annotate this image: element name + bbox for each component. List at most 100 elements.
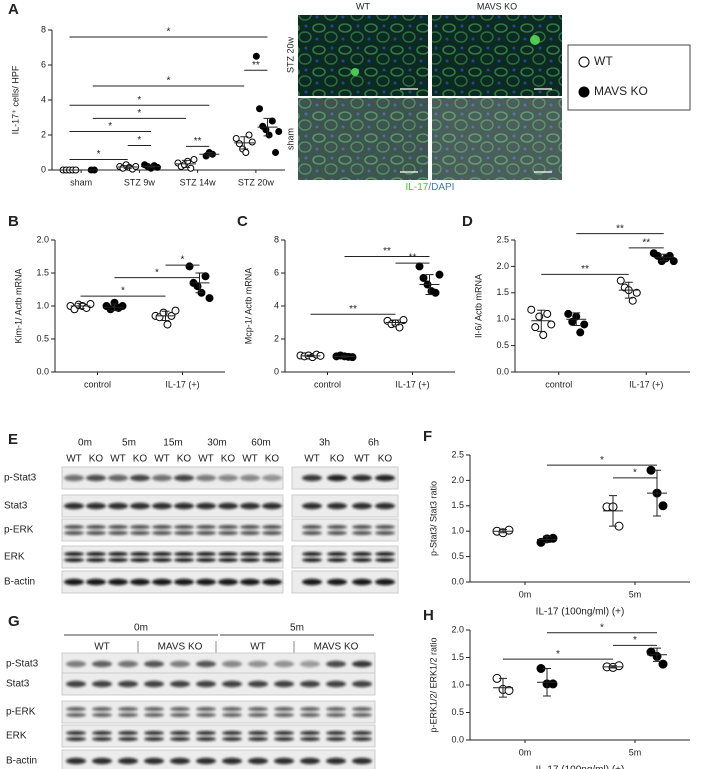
blot-band (240, 558, 260, 562)
blot-background (61, 518, 284, 542)
error-bar (240, 136, 249, 150)
blot-band (64, 552, 84, 556)
significance-label: ** (383, 246, 391, 257)
error-bar (624, 281, 633, 299)
blot-band (130, 531, 150, 535)
blot-band (170, 680, 190, 688)
blot-band (274, 731, 294, 735)
significance-label: * (97, 149, 101, 160)
blot-band (302, 552, 322, 556)
blot-band (152, 578, 172, 586)
y-tick-label: 8 (41, 24, 46, 34)
error-bar (609, 495, 617, 527)
y-axis-label: Kim-1/ Actb mRNA (13, 268, 23, 343)
blot-band (118, 680, 138, 688)
blot-band (300, 731, 320, 735)
data-point (205, 294, 214, 303)
blot-band (196, 731, 216, 735)
lane-label: KO (265, 454, 280, 465)
lane-label: KO (89, 454, 104, 465)
error-bar (659, 253, 668, 262)
error-bar (543, 668, 551, 697)
data-point (153, 163, 161, 171)
blot-band (92, 660, 112, 668)
significance-label: * (155, 267, 159, 278)
row-label: STZ 20w (285, 36, 295, 73)
blot-band (92, 737, 112, 741)
y-tick-label: 2.0 (451, 624, 464, 634)
data-point (415, 262, 424, 271)
data-point (548, 533, 558, 543)
blot-band (222, 737, 242, 741)
blot-background (291, 518, 399, 542)
blot-band (262, 502, 282, 510)
x-tick-label: sham (70, 177, 92, 187)
blot-band (196, 558, 216, 562)
blot-band (64, 502, 84, 510)
data-point (252, 52, 260, 60)
blot-band (375, 474, 395, 482)
blot-band (66, 707, 86, 711)
x-tick-label: control (545, 379, 572, 389)
row-label: Stat3 (4, 501, 28, 512)
data-point (184, 157, 192, 165)
x-tick-label: STZ 9w (124, 177, 156, 187)
y-tick-label: 6 (41, 59, 46, 69)
significance-label: * (167, 27, 171, 38)
group-label: 6h (368, 438, 379, 449)
y-tick-label: 1.5 (36, 267, 49, 277)
data-point (564, 309, 573, 318)
y-tick-label: 2.5 (496, 234, 509, 244)
blot-band (352, 474, 372, 482)
blot-band (130, 578, 150, 586)
data-point (275, 128, 283, 135)
error-bar (76, 302, 85, 310)
error-bar (123, 165, 132, 169)
blot-band (222, 731, 242, 735)
data-point (531, 323, 540, 332)
lane-label: KO (133, 454, 148, 465)
data-point (419, 273, 428, 282)
lane-label: WT (304, 454, 320, 465)
significance-label: ** (349, 304, 357, 315)
blot-background (61, 466, 284, 490)
blot-band (302, 474, 322, 482)
error-bar (425, 274, 434, 295)
blot-band (170, 731, 190, 735)
lane-label: WT (198, 454, 214, 465)
significance-label: * (137, 135, 141, 146)
blot-band (196, 474, 216, 482)
blot-background (61, 672, 376, 696)
data-point (658, 659, 668, 669)
lane-label: KO (177, 454, 192, 465)
blot-band (108, 578, 128, 586)
data-point (201, 272, 210, 281)
blot-band (327, 531, 347, 535)
error-bar (195, 272, 204, 294)
blot-band (302, 578, 322, 586)
blot-band (152, 558, 172, 562)
blot-band (108, 552, 128, 556)
blot-band (64, 525, 84, 529)
x-axis-label: IL-17 (100ng/ml) (+) (536, 765, 625, 769)
blot-band (248, 757, 268, 765)
blot-band (375, 502, 395, 510)
lane-label: WT (154, 454, 170, 465)
blot-band (196, 660, 216, 668)
micrograph (432, 98, 562, 180)
significance-label: * (633, 468, 637, 479)
y-tick-label: 2.0 (496, 261, 509, 271)
x-axis-label: IL-17 (100ng/ml) (+) (536, 607, 625, 618)
blot-band (326, 737, 346, 741)
blot-band (196, 713, 216, 717)
blot-band (274, 713, 294, 717)
y-tick-label: 2 (41, 129, 46, 139)
blot-band (130, 558, 150, 562)
error-bar (181, 159, 190, 168)
blot-band (144, 680, 164, 688)
blot-band (352, 680, 372, 688)
y-tick-label: 0.5 (496, 340, 509, 350)
group-label: 30m (207, 438, 226, 449)
error-bar (499, 677, 507, 698)
blot-band (352, 660, 372, 668)
